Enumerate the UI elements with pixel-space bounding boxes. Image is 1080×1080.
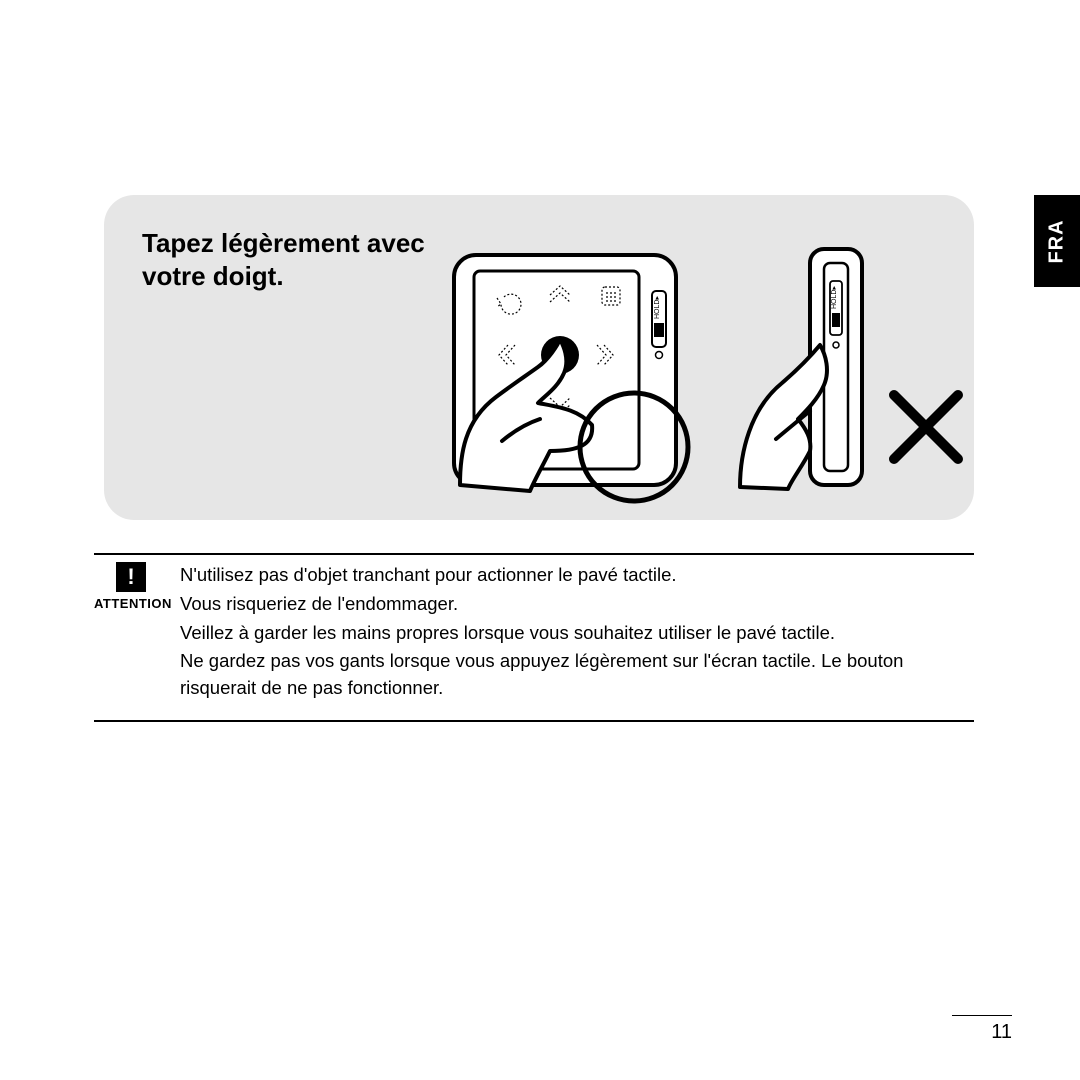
- device-front-group: HOLD▸: [454, 255, 688, 501]
- x-mark-icon: [894, 395, 958, 459]
- attention-label: ATTENTION: [94, 596, 168, 611]
- illustration-svg: HOLD▸: [104, 195, 974, 520]
- page-number: 11: [991, 1021, 1012, 1044]
- attention-text: N'utilisez pas d'objet tranchant pour ac…: [180, 562, 974, 702]
- hold-label-right: HOLD▸: [831, 286, 838, 309]
- attention-para-1: N'utilisez pas d'objet tranchant pour ac…: [180, 562, 974, 589]
- attention-para-2: Vous risqueriez de l'endommager.: [180, 591, 974, 618]
- device-side-group: HOLD▸: [740, 249, 862, 489]
- divider-top: [94, 553, 974, 555]
- divider-bottom: [94, 720, 974, 722]
- attention-para-4: Ne gardez pas vos gants lorsque vous app…: [180, 648, 974, 702]
- illustration-panel: Tapez légèrement avec votre doigt. HOLD▸: [104, 195, 974, 520]
- attention-block: ! ATTENTION N'utilisez pas d'objet tranc…: [94, 562, 974, 704]
- manual-page: FRA Tapez légèrement avec votre doigt. H…: [0, 0, 1080, 1080]
- page-number-rule: [952, 1015, 1012, 1016]
- attention-para-3: Veillez à garder les mains propres lorsq…: [180, 620, 974, 647]
- language-tab: FRA: [1034, 195, 1080, 287]
- hold-label-left: HOLD▸: [654, 296, 661, 319]
- language-tab-label: FRA: [1045, 219, 1068, 263]
- exclamation-icon: !: [116, 562, 146, 592]
- attention-icon: ! ATTENTION: [94, 562, 168, 611]
